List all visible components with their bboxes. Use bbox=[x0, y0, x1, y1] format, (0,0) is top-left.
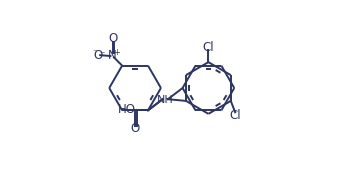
Text: ⁻: ⁻ bbox=[100, 51, 105, 61]
Text: Cl: Cl bbox=[203, 41, 214, 54]
Text: O: O bbox=[108, 32, 117, 45]
Text: Cl: Cl bbox=[230, 109, 241, 122]
Text: O: O bbox=[93, 49, 103, 62]
Text: N: N bbox=[108, 49, 117, 62]
Text: HO: HO bbox=[118, 103, 136, 116]
Text: ⁻: ⁻ bbox=[92, 49, 97, 58]
Text: NH: NH bbox=[157, 95, 174, 105]
Text: O: O bbox=[131, 122, 140, 135]
Text: +: + bbox=[113, 48, 120, 57]
